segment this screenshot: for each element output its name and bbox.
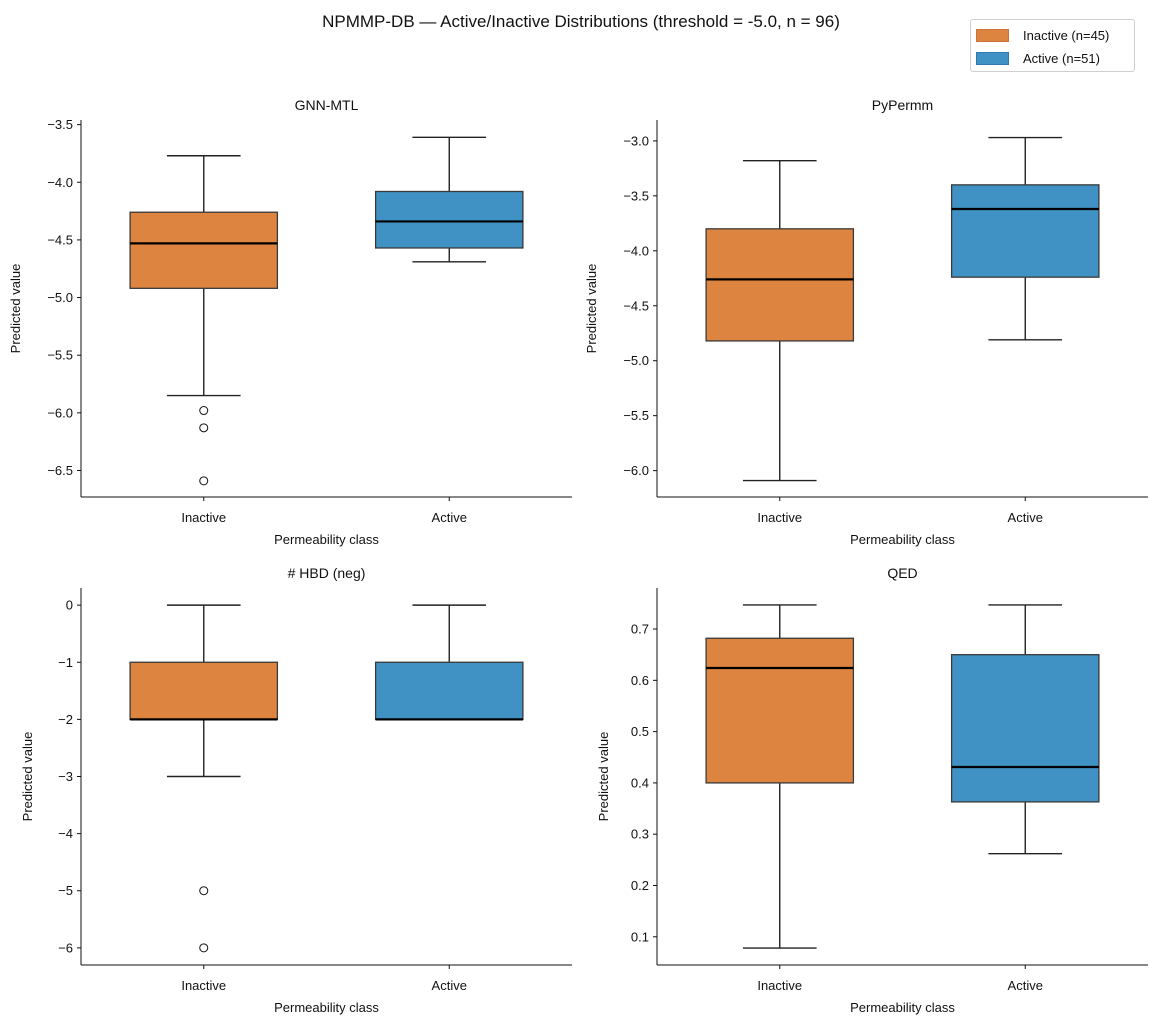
x-tick-label: Active xyxy=(432,978,467,993)
y-tick-label: 0.5 xyxy=(631,724,649,739)
legend-label-active: Active (n=51) xyxy=(1023,50,1100,66)
y-tick-label: 0.1 xyxy=(631,929,649,944)
y-tick-label: −4 xyxy=(58,826,73,841)
subplot-title: # HBD (neg) xyxy=(288,565,366,581)
y-tick-label: 0.3 xyxy=(631,827,649,842)
y-tick-label: −6.0 xyxy=(47,405,73,420)
x-tick-label: Inactive xyxy=(757,978,802,993)
x-axis-label: Permeability class xyxy=(850,532,955,547)
y-tick-label: −4.5 xyxy=(47,232,73,247)
y-tick-label: −5.5 xyxy=(623,408,649,423)
y-tick-label: −4.0 xyxy=(623,243,649,258)
y-tick-label: −6.0 xyxy=(623,463,649,478)
y-tick-label: −6.5 xyxy=(47,463,73,478)
legend-swatch-inactive xyxy=(976,28,1009,42)
y-tick-label: 0.7 xyxy=(631,622,649,637)
x-axis-label: Permeability class xyxy=(850,1000,955,1015)
outlier-point xyxy=(199,406,209,416)
figure-title: NPMMP-DB — Active/Inactive Distributions… xyxy=(322,12,840,31)
outlier-point xyxy=(199,423,209,433)
y-axis-label: Predicted value xyxy=(584,264,599,354)
iqr-box xyxy=(129,211,279,289)
y-tick-label: −5.0 xyxy=(47,290,73,305)
y-tick-label: −5.0 xyxy=(623,353,649,368)
iqr-box xyxy=(705,228,855,342)
y-tick-label: −4.5 xyxy=(623,298,649,313)
subplot-qed: QED 0.7 0.6 0.5 0.4 0.3 0.2 0.1 Inactive Active Pe… xyxy=(596,565,1148,1015)
box-active xyxy=(374,604,524,721)
y-tick-label: −3.0 xyxy=(623,133,649,148)
box-active xyxy=(950,604,1100,855)
legend-item-active: Active (n=51) xyxy=(976,48,1100,68)
subplot-hbd-neg: # HBD (neg) 0 −1 −2 −3 −4 −5 −6 Inactive Active Pe… xyxy=(20,565,572,1015)
y-tick-label: −6 xyxy=(58,940,73,955)
y-tick-label: 0.6 xyxy=(631,673,649,688)
box-inactive xyxy=(705,159,855,482)
x-axis-label: Permeability class xyxy=(274,1000,379,1015)
y-axis-label: Predicted value xyxy=(20,732,35,822)
y-tick-label: −3.5 xyxy=(623,188,649,203)
iqr-box xyxy=(705,637,855,784)
outlier-point xyxy=(199,886,209,896)
outlier-point xyxy=(199,943,209,953)
outlier-point xyxy=(199,476,209,486)
subplot-title: QED xyxy=(887,565,917,581)
y-tick-label: −5.5 xyxy=(47,348,73,363)
iqr-box xyxy=(129,661,279,721)
subplot-gnn-mtl: GNN-MTL −3.5 −4.0 −4.5 −5.0 −5.5 −6.0 −6.5 Inact… xyxy=(8,97,572,547)
subplots-grid: GNN-MTL −3.5 −4.0 −4.5 −5.0 −5.5 −6.0 −6.5 Inact… xyxy=(8,97,1148,1015)
x-tick-label: Inactive xyxy=(181,510,226,525)
x-tick-label: Inactive xyxy=(181,978,226,993)
legend-label-inactive: Inactive (n=45) xyxy=(1023,27,1110,43)
legend-item-inactive: Inactive (n=45) xyxy=(976,25,1109,45)
y-tick-label: −5 xyxy=(58,883,73,898)
y-tick-label: 0.2 xyxy=(631,878,649,893)
subplot-pypermm: PyPermm −3.0 −3.5 −4.0 −4.5 −5.0 −5.5 −6.0 Inact… xyxy=(584,97,1148,547)
x-tick-label: Active xyxy=(432,510,467,525)
subplot-title: GNN-MTL xyxy=(295,97,359,113)
legend-swatch-active xyxy=(976,51,1009,65)
box-active xyxy=(950,136,1100,341)
box-inactive xyxy=(129,155,279,486)
x-tick-label: Inactive xyxy=(757,510,802,525)
y-tick-label: −4.0 xyxy=(47,175,73,190)
iqr-box xyxy=(950,654,1100,803)
box-active xyxy=(374,136,524,263)
x-tick-label: Active xyxy=(1008,510,1043,525)
box-inactive xyxy=(705,604,855,949)
subplot-title: PyPermm xyxy=(872,97,933,113)
iqr-box xyxy=(950,184,1100,278)
legend: Inactive (n=45) Active (n=51) xyxy=(970,19,1135,72)
box-inactive xyxy=(129,604,279,953)
y-axis-label: Predicted value xyxy=(8,264,23,354)
y-tick-label: −3.5 xyxy=(47,117,73,132)
iqr-box xyxy=(374,661,524,721)
y-tick-label: 0.4 xyxy=(631,775,649,790)
x-tick-label: Active xyxy=(1008,978,1043,993)
x-axis-label: Permeability class xyxy=(274,532,379,547)
y-axis-label: Predicted value xyxy=(596,732,611,822)
y-tick-label: −1 xyxy=(58,655,73,670)
y-tick-label: 0 xyxy=(66,598,73,613)
y-tick-label: −2 xyxy=(58,712,73,727)
iqr-box xyxy=(374,190,524,249)
y-tick-label: −3 xyxy=(58,769,73,784)
